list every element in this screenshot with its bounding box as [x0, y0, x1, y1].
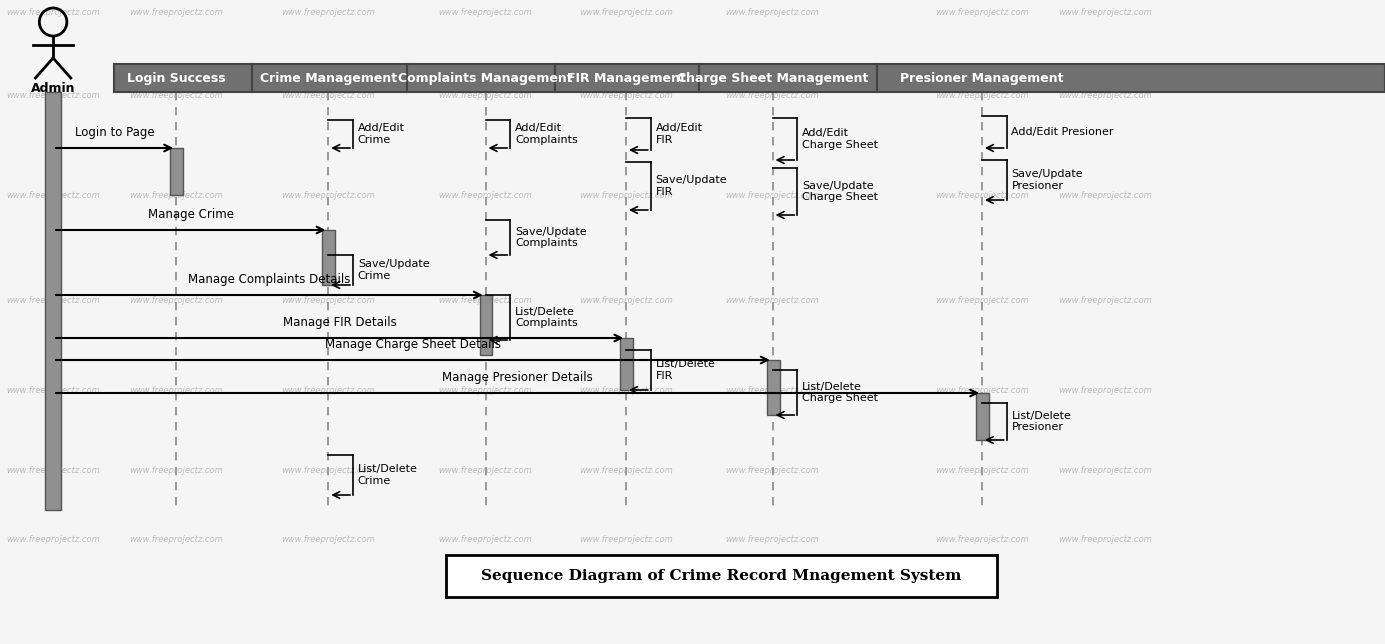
- Text: www.freeprojectz.com: www.freeprojectz.com: [7, 91, 100, 100]
- Text: www.freeprojectz.com: www.freeprojectz.com: [726, 91, 820, 100]
- Bar: [323, 230, 335, 285]
- Text: Save/Update
Presioner: Save/Update Presioner: [1011, 169, 1083, 191]
- Text: FIR Management: FIR Management: [566, 71, 686, 84]
- Bar: [699, 64, 877, 92]
- Bar: [446, 555, 997, 597]
- Text: www.freeprojectz.com: www.freeprojectz.com: [935, 466, 1029, 475]
- Text: Add/Edit
FIR: Add/Edit FIR: [655, 123, 702, 145]
- Text: www.freeprojectz.com: www.freeprojectz.com: [439, 91, 532, 100]
- Text: www.freeprojectz.com: www.freeprojectz.com: [7, 536, 100, 544]
- Text: www.freeprojectz.com: www.freeprojectz.com: [726, 386, 820, 395]
- Text: Manage FIR Details: Manage FIR Details: [283, 316, 396, 329]
- Text: Sequence Diagram of Crime Record Mnagement System: Sequence Diagram of Crime Record Mnageme…: [482, 569, 961, 583]
- Text: www.freeprojectz.com: www.freeprojectz.com: [935, 536, 1029, 544]
- Text: List/Delete
Crime: List/Delete Crime: [357, 464, 418, 486]
- Text: www.freeprojectz.com: www.freeprojectz.com: [7, 386, 100, 395]
- Text: www.freeprojectz.com: www.freeprojectz.com: [935, 91, 1029, 100]
- Text: www.freeprojectz.com: www.freeprojectz.com: [935, 191, 1029, 200]
- Text: www.freeprojectz.com: www.freeprojectz.com: [281, 296, 375, 305]
- Text: www.freeprojectz.com: www.freeprojectz.com: [281, 386, 375, 395]
- Text: www.freeprojectz.com: www.freeprojectz.com: [439, 8, 532, 17]
- Text: www.freeprojectz.com: www.freeprojectz.com: [726, 296, 820, 305]
- Text: www.freeprojectz.com: www.freeprojectz.com: [1058, 191, 1152, 200]
- Bar: [479, 295, 493, 355]
- Text: List/Delete
Presioner: List/Delete Presioner: [1011, 411, 1072, 432]
- Text: www.freeprojectz.com: www.freeprojectz.com: [129, 296, 223, 305]
- Text: Manage Complaints Details: Manage Complaints Details: [188, 273, 350, 286]
- Text: Save/Update
Complaints: Save/Update Complaints: [515, 227, 587, 249]
- Text: www.freeprojectz.com: www.freeprojectz.com: [281, 466, 375, 475]
- Text: Crime Management: Crime Management: [260, 71, 397, 84]
- Text: www.freeprojectz.com: www.freeprojectz.com: [439, 536, 532, 544]
- Text: www.freeprojectz.com: www.freeprojectz.com: [129, 91, 223, 100]
- Text: www.freeprojectz.com: www.freeprojectz.com: [579, 191, 673, 200]
- Text: www.freeprojectz.com: www.freeprojectz.com: [281, 91, 375, 100]
- Text: www.freeprojectz.com: www.freeprojectz.com: [439, 296, 532, 305]
- Text: www.freeprojectz.com: www.freeprojectz.com: [7, 191, 100, 200]
- Text: www.freeprojectz.com: www.freeprojectz.com: [935, 8, 1029, 17]
- Text: Add/Edit
Complaints: Add/Edit Complaints: [515, 123, 578, 145]
- Bar: [976, 393, 989, 440]
- Bar: [877, 64, 1385, 92]
- Text: www.freeprojectz.com: www.freeprojectz.com: [726, 8, 820, 17]
- Text: Save/Update
Crime: Save/Update Crime: [357, 259, 429, 281]
- Text: Manage Presioner Details: Manage Presioner Details: [442, 371, 593, 384]
- Text: www.freeprojectz.com: www.freeprojectz.com: [281, 8, 375, 17]
- Text: www.freeprojectz.com: www.freeprojectz.com: [579, 386, 673, 395]
- Bar: [46, 92, 61, 510]
- Text: www.freeprojectz.com: www.freeprojectz.com: [129, 191, 223, 200]
- Text: www.freeprojectz.com: www.freeprojectz.com: [129, 466, 223, 475]
- Text: www.freeprojectz.com: www.freeprojectz.com: [7, 296, 100, 305]
- Bar: [407, 64, 555, 92]
- Text: www.freeprojectz.com: www.freeprojectz.com: [726, 536, 820, 544]
- Text: www.freeprojectz.com: www.freeprojectz.com: [129, 536, 223, 544]
- Bar: [767, 360, 780, 415]
- Text: Save/Update
FIR: Save/Update FIR: [655, 175, 727, 197]
- Bar: [252, 64, 407, 92]
- Text: www.freeprojectz.com: www.freeprojectz.com: [579, 296, 673, 305]
- Text: www.freeprojectz.com: www.freeprojectz.com: [935, 386, 1029, 395]
- Text: www.freeprojectz.com: www.freeprojectz.com: [579, 536, 673, 544]
- Text: Charge Sheet Management: Charge Sheet Management: [677, 71, 868, 84]
- Text: www.freeprojectz.com: www.freeprojectz.com: [1058, 8, 1152, 17]
- Text: Add/Edit
Charge Sheet: Add/Edit Charge Sheet: [802, 128, 878, 150]
- Text: www.freeprojectz.com: www.freeprojectz.com: [281, 191, 375, 200]
- Text: Add/Edit Presioner: Add/Edit Presioner: [1011, 127, 1114, 137]
- Text: www.freeprojectz.com: www.freeprojectz.com: [935, 296, 1029, 305]
- Text: www.freeprojectz.com: www.freeprojectz.com: [1058, 536, 1152, 544]
- Text: Manage Crime: Manage Crime: [148, 208, 234, 221]
- Text: List/Delete
FIR: List/Delete FIR: [655, 359, 716, 381]
- Text: www.freeprojectz.com: www.freeprojectz.com: [7, 8, 100, 17]
- Text: www.freeprojectz.com: www.freeprojectz.com: [1058, 386, 1152, 395]
- Bar: [114, 64, 252, 92]
- Text: Login Success: Login Success: [126, 71, 226, 84]
- Bar: [555, 64, 699, 92]
- Text: List/Delete
Charge Sheet: List/Delete Charge Sheet: [802, 382, 878, 403]
- Text: www.freeprojectz.com: www.freeprojectz.com: [439, 466, 532, 475]
- Text: www.freeprojectz.com: www.freeprojectz.com: [579, 8, 673, 17]
- Text: Presioner Management: Presioner Management: [900, 71, 1064, 84]
- Text: Login to Page: Login to Page: [75, 126, 154, 139]
- Text: www.freeprojectz.com: www.freeprojectz.com: [439, 386, 532, 395]
- Text: Complaints Management: Complaints Management: [399, 71, 573, 84]
- Bar: [170, 148, 183, 195]
- Text: www.freeprojectz.com: www.freeprojectz.com: [1058, 296, 1152, 305]
- Text: www.freeprojectz.com: www.freeprojectz.com: [439, 191, 532, 200]
- Text: www.freeprojectz.com: www.freeprojectz.com: [129, 8, 223, 17]
- Text: www.freeprojectz.com: www.freeprojectz.com: [129, 386, 223, 395]
- Text: Manage Charge Sheet Details: Manage Charge Sheet Details: [325, 338, 501, 351]
- Text: www.freeprojectz.com: www.freeprojectz.com: [726, 466, 820, 475]
- Text: www.freeprojectz.com: www.freeprojectz.com: [7, 466, 100, 475]
- Text: Admin: Admin: [30, 82, 75, 95]
- Text: List/Delete
Complaints: List/Delete Complaints: [515, 307, 578, 328]
- Text: www.freeprojectz.com: www.freeprojectz.com: [579, 466, 673, 475]
- Text: www.freeprojectz.com: www.freeprojectz.com: [726, 191, 820, 200]
- Text: Add/Edit
Crime: Add/Edit Crime: [357, 123, 404, 145]
- Text: www.freeprojectz.com: www.freeprojectz.com: [281, 536, 375, 544]
- Text: www.freeprojectz.com: www.freeprojectz.com: [579, 91, 673, 100]
- Text: www.freeprojectz.com: www.freeprojectz.com: [1058, 466, 1152, 475]
- Text: Save/Update
Charge Sheet: Save/Update Charge Sheet: [802, 181, 878, 202]
- Bar: [620, 338, 633, 390]
- Text: www.freeprojectz.com: www.freeprojectz.com: [1058, 91, 1152, 100]
